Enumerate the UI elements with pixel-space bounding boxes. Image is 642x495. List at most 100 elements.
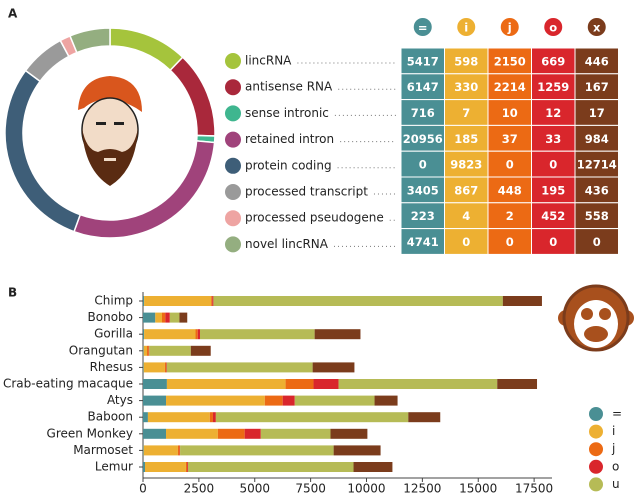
cell-value: 12 (545, 106, 561, 120)
column-icon (500, 18, 519, 36)
bar-segment (143, 329, 145, 340)
legend-label: processed transcript (245, 185, 368, 199)
table-cell (444, 176, 489, 204)
bar-segment (169, 312, 180, 323)
bar-segment (143, 395, 167, 406)
legend-label: u (612, 477, 620, 491)
y-tick-label: Crab-eating macaque (3, 377, 133, 391)
y-tick-label: Lemur (95, 460, 133, 474)
column-icon (413, 18, 432, 36)
cell-value: 223 (411, 209, 435, 223)
cell-value: 4741 (407, 235, 439, 249)
bar-segment (502, 296, 542, 306)
cell-value: 37 (502, 132, 518, 146)
monkey-icon (558, 284, 634, 352)
x-tick-label: 12500 (403, 482, 441, 495)
y-tick-label: Atys (107, 393, 133, 407)
bar-segment (213, 296, 503, 306)
cell-value: 436 (585, 183, 609, 197)
bar-segment (353, 462, 393, 472)
legend-label: = (612, 407, 622, 421)
x-tick-label: 10000 (347, 482, 385, 495)
bar-segment (312, 362, 355, 373)
y-tick-label: Bonobo (88, 310, 133, 324)
bar-segment (143, 445, 178, 456)
legend-marker (589, 477, 603, 492)
cell-value: 9823 (450, 158, 482, 172)
cell-value: 12714 (577, 158, 617, 172)
y-tick-label: Gorilla (94, 327, 133, 341)
cell-value: 669 (541, 54, 565, 68)
cell-value: 185 (454, 132, 478, 146)
bar-segment (217, 428, 245, 439)
bar-segment (215, 412, 409, 423)
cell-value: 448 (498, 183, 522, 197)
legend-label: j (611, 442, 615, 456)
bar-segment (165, 312, 170, 323)
table-cell (487, 150, 532, 178)
cell-value: 598 (454, 54, 478, 68)
cell-value: 1259 (537, 80, 569, 94)
y-tick-label: Chimp (94, 294, 133, 308)
legend-marker (589, 407, 603, 421)
cell-value: 10 (502, 106, 518, 120)
bar-segment (187, 462, 188, 472)
bar-segment (144, 296, 212, 306)
bar-segment (209, 412, 213, 423)
column-icon (587, 18, 606, 36)
table-cell (531, 124, 576, 152)
column-header: x (593, 21, 601, 35)
bar-segment (199, 329, 315, 340)
bar-segment (147, 345, 149, 356)
cell-value: 0 (506, 158, 514, 172)
panel-label: A (8, 7, 18, 21)
bar-segment (212, 296, 214, 306)
cell-value: 33 (545, 132, 561, 146)
bar-segment (177, 445, 180, 456)
table-cell (400, 228, 445, 255)
bar-segment (190, 345, 211, 356)
legend-label: antisense RNA (245, 80, 333, 94)
bar-segment (497, 379, 538, 389)
cell-value: 167 (585, 80, 609, 94)
legend-marker (225, 236, 241, 253)
bar-segment (143, 345, 144, 356)
cell-value: 195 (541, 183, 565, 197)
bar-segment (330, 428, 368, 439)
legend-label: novel lincRNA (245, 237, 329, 251)
table-cell (400, 202, 445, 230)
bar-segment (211, 296, 213, 306)
column-header: o (549, 21, 557, 35)
column-header: i (464, 21, 468, 35)
cell-value: 558 (585, 209, 609, 223)
bar-segment (143, 362, 144, 373)
bar-segment (143, 462, 146, 472)
table-cell (444, 228, 489, 255)
face-icon (78, 76, 142, 186)
bar-segment (185, 462, 188, 472)
legend-label: sense intronic (245, 106, 329, 120)
bar-segment (408, 412, 441, 423)
column-header: j (507, 21, 512, 35)
legend-marker (225, 53, 241, 69)
cell-value: 446 (585, 54, 609, 68)
cell-value: 2214 (494, 80, 526, 94)
cell-value: 0 (506, 235, 514, 249)
column-icon (544, 18, 563, 36)
bar-segment (143, 428, 167, 439)
table-cell (487, 73, 532, 101)
bar-segment (294, 395, 375, 406)
table-cell (444, 202, 489, 230)
table-cell (444, 150, 489, 178)
bar-segment (264, 395, 283, 406)
legend-marker (589, 459, 603, 474)
y-tick-label: Green Monkey (47, 426, 133, 440)
cell-value: 20956 (403, 132, 443, 146)
bar-segment (260, 428, 331, 439)
cell-value: 0 (419, 158, 427, 172)
bar-segment (155, 312, 162, 323)
legend-label: lincRNA (245, 54, 292, 68)
cell-value: 0 (593, 235, 601, 249)
bar-segment (282, 395, 295, 406)
